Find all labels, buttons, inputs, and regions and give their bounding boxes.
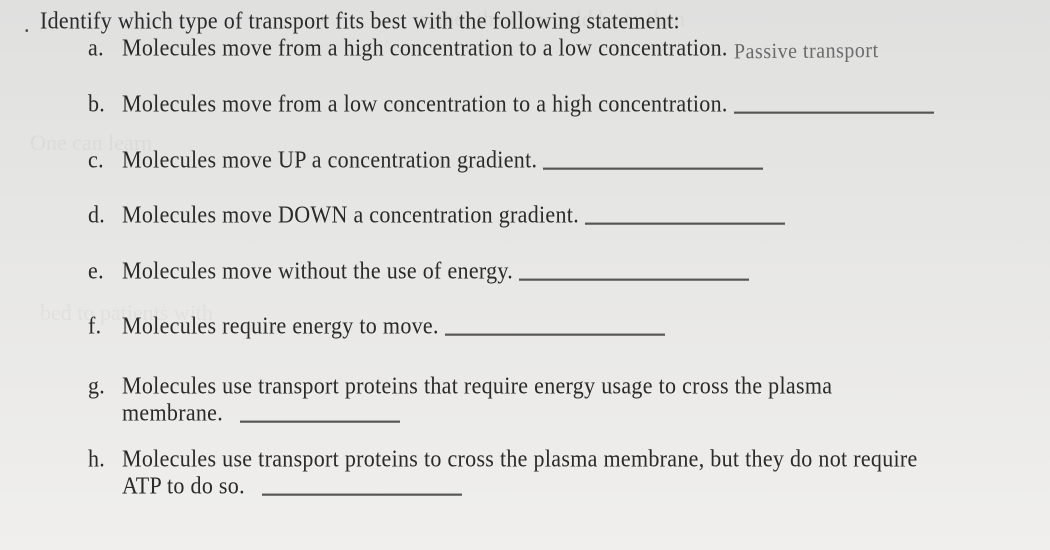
- item-letter: f.: [88, 311, 122, 341]
- item-letter: a.: [88, 33, 122, 63]
- item-h-cont: ATP to do so.: [122, 471, 1010, 501]
- item-letter: d.: [88, 200, 122, 230]
- item-text: Molecules use transport proteins that re…: [122, 370, 832, 400]
- answer-blank[interactable]: [519, 261, 749, 280]
- answer-blank[interactable]: [240, 404, 400, 423]
- answer-blank[interactable]: [585, 206, 785, 225]
- item-text: Molecules move DOWN a concentration grad…: [122, 200, 579, 230]
- item-text-cont: membrane.: [122, 399, 223, 426]
- item-g: g. Molecules use transport proteins that…: [88, 370, 1010, 400]
- item-b: b. Molecules move from a low concentrati…: [88, 89, 1010, 119]
- item-letter: h.: [88, 443, 122, 473]
- item-text: Molecules move from a low concentration …: [122, 89, 728, 119]
- answer-blank[interactable]: [734, 95, 934, 114]
- item-text: Molecules move UP a concentration gradie…: [122, 144, 537, 174]
- item-letter: c.: [88, 144, 122, 174]
- item-h: h. Molecules use transport proteins to c…: [88, 443, 1010, 473]
- answer-blank[interactable]: [445, 317, 665, 336]
- answer-blank[interactable]: [262, 477, 462, 496]
- item-text: Molecules move without the use of energy…: [122, 255, 513, 285]
- item-f: f. Molecules require energy to move.: [88, 311, 1010, 341]
- item-e: e. Molecules move without the use of ene…: [88, 255, 1010, 285]
- item-letter: g.: [88, 370, 122, 400]
- question-prompt: Identify which type of transport fits be…: [40, 7, 680, 35]
- item-c: c. Molecules move UP a concentration gra…: [88, 144, 1010, 174]
- item-d: d. Molecules move DOWN a concentration g…: [88, 200, 1010, 230]
- item-letter: e.: [88, 255, 122, 285]
- item-text: Molecules move from a high concentration…: [122, 33, 728, 63]
- worksheet-page: rather than it would be to then One can …: [0, 0, 1050, 550]
- item-text-cont: ATP to do so.: [122, 472, 245, 499]
- bullet: .: [24, 10, 34, 38]
- question-prompt-row: . Identify which type of transport fits …: [24, 7, 1010, 35]
- handwritten-answer: Passive transport: [734, 38, 879, 66]
- item-text: Molecules require energy to move.: [122, 311, 439, 341]
- item-text: Molecules use transport proteins to cros…: [122, 443, 918, 473]
- item-g-cont: membrane.: [122, 398, 1010, 428]
- item-letter: b.: [88, 89, 122, 119]
- item-a: a. Molecules move from a high concentrat…: [88, 33, 1010, 63]
- answer-blank[interactable]: [543, 150, 763, 169]
